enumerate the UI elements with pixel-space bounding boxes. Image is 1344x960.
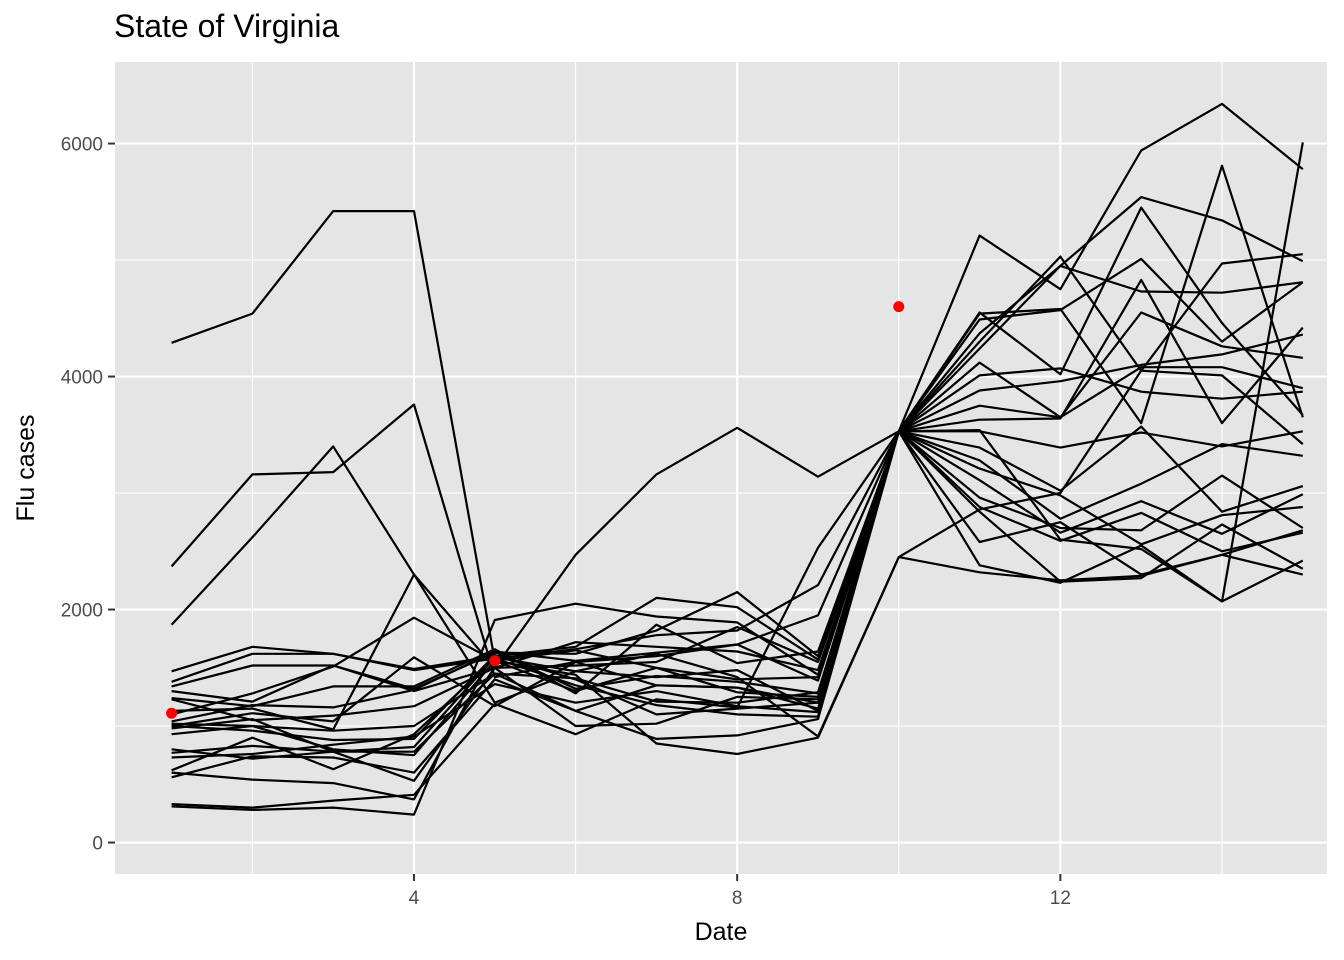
series-line-15	[171, 430, 1304, 760]
series-line-1	[171, 102, 1304, 681]
series-line-9	[171, 333, 1304, 722]
data-point	[489, 655, 501, 667]
data-point	[893, 301, 905, 313]
y-tick-label: 2000	[61, 601, 103, 622]
y-tick-label: 4000	[61, 368, 103, 389]
series-line-5	[171, 264, 1303, 683]
series-line-16	[171, 430, 1304, 782]
chart-title: State of Virginia	[114, 8, 340, 44]
y-tick-label: 0	[92, 834, 103, 855]
series-line-24	[171, 529, 1304, 756]
series-lines	[170, 102, 1304, 816]
data-point	[166, 707, 178, 719]
series-line-25	[171, 369, 1304, 738]
series-line-12	[171, 425, 1304, 742]
x-tick-label: 8	[732, 888, 743, 909]
series-line-18	[171, 430, 1304, 772]
series-line-10	[171, 278, 1304, 723]
series-line-20	[171, 430, 1304, 801]
x-tick-label: 12	[1050, 888, 1071, 909]
axes: 4 8 12 0 2000 4000 6000	[61, 135, 1071, 909]
series-line-3	[170, 196, 1304, 669]
series-line-14	[171, 430, 1303, 757]
x-tick-label: 4	[409, 888, 420, 909]
highlight-points	[166, 301, 905, 719]
series-line-8	[171, 366, 1304, 708]
x-axis-title: Date	[695, 918, 748, 946]
series-line-21	[171, 142, 1304, 809]
series-line-11	[171, 430, 1304, 732]
series-line-23	[171, 257, 1304, 728]
y-axis-title: Flu cases	[12, 415, 40, 522]
y-tick-label: 6000	[61, 135, 103, 156]
series-line-22	[171, 206, 1304, 816]
